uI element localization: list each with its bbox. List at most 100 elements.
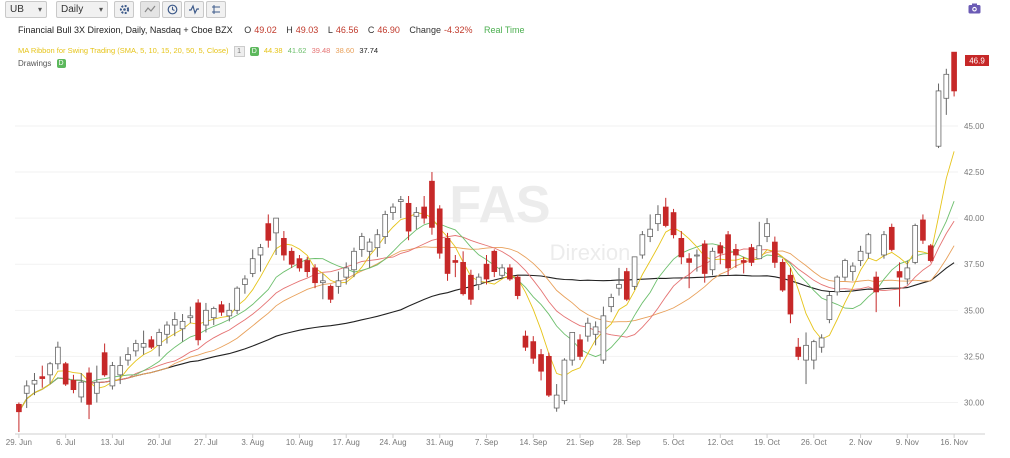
y-tick-label: 30.00 <box>964 399 985 408</box>
indicator-delete-badge[interactable]: D <box>249 47 259 56</box>
candle <box>507 264 513 281</box>
x-tick-label: 17. Aug <box>333 438 360 447</box>
candle <box>452 255 459 278</box>
candle <box>343 262 350 285</box>
x-tick-label: 5. Oct <box>663 438 685 447</box>
candle <box>171 312 178 337</box>
candle-body-up <box>608 297 615 308</box>
indicator-value-ma20: 38.60 <box>335 46 355 56</box>
candle-body-up <box>584 322 591 337</box>
y-tick-label: 35.00 <box>964 306 985 315</box>
candle <box>382 210 389 244</box>
candle <box>78 373 85 403</box>
candle-body-down <box>951 51 957 92</box>
y-tick-label: 37.50 <box>964 260 985 269</box>
ma20-line <box>18 245 955 412</box>
indicator-legend[interactable]: MA Ribbon for Swing Trading (SMA, 5, 10,… <box>18 46 381 57</box>
candle <box>23 380 30 409</box>
x-tick-label: 19. Oct <box>754 438 781 447</box>
realtime-label: Real Time <box>484 25 525 35</box>
candle-body-up <box>803 344 809 361</box>
low-value: 46.56 <box>335 25 359 35</box>
candle-body-up <box>834 276 841 293</box>
compare-icon <box>212 5 220 14</box>
candle-body-up <box>600 315 607 361</box>
candle-body-up <box>382 214 389 237</box>
candle-body-up <box>374 234 381 249</box>
time-axis: 29. Jun 6. Jul 13. Jul 20. Jul 27. Jul 3. Aug… <box>6 433 985 447</box>
candle <box>70 374 77 394</box>
candle <box>109 361 116 390</box>
candle-body-down <box>460 261 466 295</box>
candle <box>592 321 599 346</box>
candle <box>304 256 311 278</box>
change-value: -4.32% <box>443 25 473 35</box>
candle-body-up <box>904 267 911 280</box>
candle <box>951 51 957 97</box>
compare-button[interactable] <box>206 1 226 18</box>
candle <box>117 356 124 385</box>
candle <box>257 243 264 272</box>
camera-icon[interactable] <box>968 3 981 14</box>
ma15-line <box>18 220 955 412</box>
candle-body-up <box>132 343 139 352</box>
x-tick-label: 7. Sep <box>475 438 499 447</box>
candle-body-up <box>31 379 38 385</box>
drawings-legend[interactable]: Drawings D <box>18 59 69 69</box>
candle-body-down <box>62 363 69 385</box>
candle <box>475 273 482 291</box>
candle <box>740 256 747 274</box>
candle-body-down <box>920 219 926 241</box>
candle <box>616 267 622 296</box>
symbol-input[interactable]: UB ▾ <box>5 1 47 18</box>
candle <box>47 361 53 385</box>
watermark: FAS Direxion <box>449 176 630 265</box>
candle-body-down <box>421 206 427 219</box>
candle <box>849 262 856 281</box>
candle <box>195 299 201 346</box>
candle-body-up <box>164 324 170 335</box>
candle <box>538 349 544 381</box>
candle-body-up <box>655 214 661 225</box>
candle <box>818 334 825 353</box>
candle-body-up <box>943 73 950 99</box>
candle-body-up <box>397 199 404 202</box>
candle <box>748 243 755 267</box>
settings-button[interactable] <box>114 1 134 18</box>
candle-body-up <box>842 260 848 278</box>
candle-body-down <box>16 403 22 413</box>
indicator-settings-badge[interactable]: 1 <box>233 46 245 57</box>
candle <box>203 302 209 333</box>
x-tick-label: 13. Jul <box>101 438 125 447</box>
candle <box>639 231 646 259</box>
candle <box>460 251 466 296</box>
candle <box>584 317 591 342</box>
clock-button[interactable] <box>162 1 182 18</box>
candle-body-up <box>857 250 864 261</box>
interval-select[interactable]: Daily ▾ <box>56 1 108 18</box>
symbol-name: Financial Bull 3X Direxion, Daily, Nasda… <box>18 25 233 35</box>
chart-type-button[interactable] <box>140 1 160 18</box>
candle <box>522 330 529 351</box>
candle-body-up <box>935 90 942 147</box>
candle <box>265 214 272 248</box>
candle-body-down <box>888 226 895 250</box>
candle-body-down <box>740 260 747 263</box>
candle-body-down <box>522 335 529 348</box>
candle-body-up <box>569 332 576 361</box>
close-label: C <box>367 25 375 35</box>
candle <box>694 249 700 272</box>
indicators-button[interactable] <box>184 1 204 18</box>
candle-body-down <box>70 379 77 390</box>
candle <box>16 402 22 432</box>
candle-body-up <box>592 326 599 335</box>
candle <box>709 247 716 276</box>
candle-body-down <box>514 276 521 296</box>
candle <box>701 240 708 283</box>
candle-body-down <box>873 276 879 293</box>
candle <box>842 258 848 281</box>
candle-body-up <box>709 250 716 271</box>
candle-body-down <box>304 260 311 272</box>
drawings-badge[interactable]: D <box>56 59 66 69</box>
